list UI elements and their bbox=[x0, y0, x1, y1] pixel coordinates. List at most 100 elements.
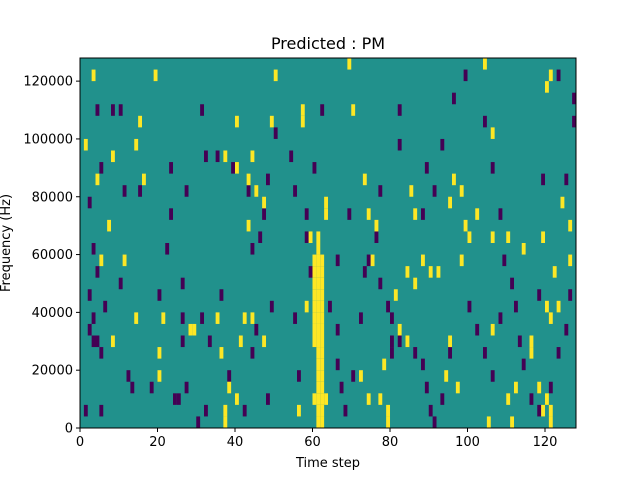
heatmap-cell-low bbox=[432, 185, 437, 197]
heatmap-cell-high bbox=[316, 323, 321, 336]
heatmap-cell-low bbox=[502, 254, 507, 267]
heatmap-cell-low bbox=[126, 370, 131, 382]
heatmap-cell-high bbox=[428, 266, 433, 278]
heatmap-cell-high bbox=[246, 219, 251, 232]
heatmap-cell-high bbox=[316, 289, 321, 301]
heatmap-cell-high bbox=[122, 254, 127, 267]
heatmap-cell-high bbox=[312, 323, 317, 336]
heatmap-cell-low bbox=[378, 185, 383, 197]
heatmap-cell-high bbox=[320, 254, 325, 267]
heatmap-cell-high bbox=[378, 393, 383, 405]
heatmap-cell-high bbox=[111, 335, 115, 348]
x-axis: 0 20 40 60 80 100 120 bbox=[76, 428, 558, 450]
heatmap-cell-high bbox=[351, 104, 356, 116]
heatmap-cell-low bbox=[87, 323, 92, 336]
heatmap-cell-high bbox=[312, 254, 317, 267]
heatmap-cell-low bbox=[111, 104, 115, 116]
heatmap-cell-low bbox=[122, 185, 127, 197]
heatmap-cell-low bbox=[556, 347, 561, 359]
heatmap-cell-high bbox=[134, 312, 139, 324]
heatmap-cell-high bbox=[157, 347, 162, 359]
heatmap-cell-high bbox=[568, 219, 573, 232]
heatmap-cell-low bbox=[413, 347, 418, 359]
heatmap-cell-low bbox=[250, 243, 255, 255]
heatmap-cell-low bbox=[343, 404, 348, 417]
heatmap-cell-low bbox=[215, 150, 220, 163]
heatmap-cell-high bbox=[362, 173, 367, 186]
heatmap-cell-low bbox=[397, 138, 402, 151]
heatmap-cell-high bbox=[316, 335, 321, 348]
heatmap-cell-low bbox=[428, 404, 433, 417]
heatmap-cell-low bbox=[564, 323, 569, 336]
heatmap-cell-low bbox=[258, 231, 263, 243]
heatmap-cell-low bbox=[347, 208, 352, 220]
heatmap-cell-low bbox=[242, 404, 247, 417]
heatmap-cell-low bbox=[490, 370, 495, 382]
heatmap-cell-high bbox=[506, 231, 511, 243]
heatmap-cell-low bbox=[517, 335, 522, 348]
heatmap-cell-high bbox=[157, 370, 162, 382]
heatmap-cell-low bbox=[184, 185, 189, 197]
heatmap-cell-high bbox=[366, 393, 371, 405]
heatmap-cell-low bbox=[293, 185, 298, 197]
heatmap-cell-low bbox=[165, 243, 170, 255]
heatmap-cell-high bbox=[452, 173, 456, 186]
heatmap-cell-low bbox=[397, 335, 402, 348]
heatmap-cell-high bbox=[316, 393, 321, 405]
heatmap-cell-high bbox=[552, 266, 557, 278]
heatmap-cell-low bbox=[118, 104, 123, 116]
y-tick-label: 80000 bbox=[32, 190, 73, 205]
heatmap-cell-high bbox=[235, 393, 239, 405]
heatmap-cell-high bbox=[246, 173, 251, 186]
x-tick-label: 0 bbox=[76, 435, 84, 450]
heatmap-cell-low bbox=[204, 404, 208, 417]
heatmap-cell-low bbox=[200, 312, 205, 324]
heatmap-cell-high bbox=[467, 231, 472, 243]
heatmap-cell-high bbox=[486, 416, 491, 428]
heatmap-cell-low bbox=[312, 162, 317, 174]
heatmap-cell-high bbox=[316, 347, 321, 359]
heatmap-cell-high bbox=[91, 69, 96, 82]
heatmap-cell-low bbox=[452, 92, 456, 105]
heatmap-cell-low bbox=[269, 300, 274, 313]
heatmap-cell-low bbox=[320, 104, 325, 116]
heatmap-cell-low bbox=[529, 393, 534, 405]
heatmap-cell-low bbox=[572, 115, 577, 128]
heatmap-cell-high bbox=[320, 393, 325, 405]
heatmap-cell-low bbox=[514, 300, 518, 313]
heatmap-cell-high bbox=[235, 162, 239, 174]
x-tick-label: 120 bbox=[533, 435, 558, 450]
heatmap-cell-high bbox=[506, 393, 511, 405]
heatmap-cell-high bbox=[537, 381, 542, 394]
heatmap-cell-high bbox=[548, 69, 553, 82]
y-axis-label: Frequency (Hz) bbox=[0, 194, 14, 292]
heatmap-cell-high bbox=[370, 254, 375, 267]
heatmap-cell-high bbox=[541, 404, 546, 417]
y-axis: 0 20000 40000 60000 80000 100000 120000 bbox=[23, 75, 80, 437]
heatmap-cell-low bbox=[510, 277, 515, 290]
heatmap-cells bbox=[83, 58, 577, 428]
heatmap-cell-high bbox=[192, 323, 197, 336]
heatmap-cell-high bbox=[300, 104, 305, 116]
heatmap-cell-high bbox=[382, 358, 387, 371]
heatmap-cell-high bbox=[529, 347, 534, 359]
heatmap-cell-low bbox=[397, 104, 402, 116]
heatmap-cell-high bbox=[548, 312, 553, 324]
x-tick-label: 20 bbox=[149, 435, 166, 450]
heatmap-cell-high bbox=[405, 335, 410, 348]
heatmap-cell-high bbox=[448, 196, 453, 209]
heatmap-cell-low bbox=[99, 404, 104, 417]
heatmap-cell-low bbox=[335, 254, 340, 267]
heatmap-cell-high bbox=[188, 323, 193, 336]
heatmap-cell-high bbox=[312, 393, 317, 405]
heatmap-cell-low bbox=[219, 289, 224, 301]
heatmap-cell-high bbox=[421, 254, 425, 267]
heatmap-cell-high bbox=[316, 416, 321, 428]
heatmap-cell-low bbox=[390, 312, 394, 324]
heatmap-cell-high bbox=[223, 404, 228, 417]
heatmap-cell-low bbox=[304, 208, 309, 220]
heatmap-cell-low bbox=[335, 323, 340, 336]
heatmap-cell-high bbox=[545, 81, 549, 93]
x-tick-label: 60 bbox=[304, 435, 321, 450]
heatmap-cell-high bbox=[436, 266, 441, 278]
